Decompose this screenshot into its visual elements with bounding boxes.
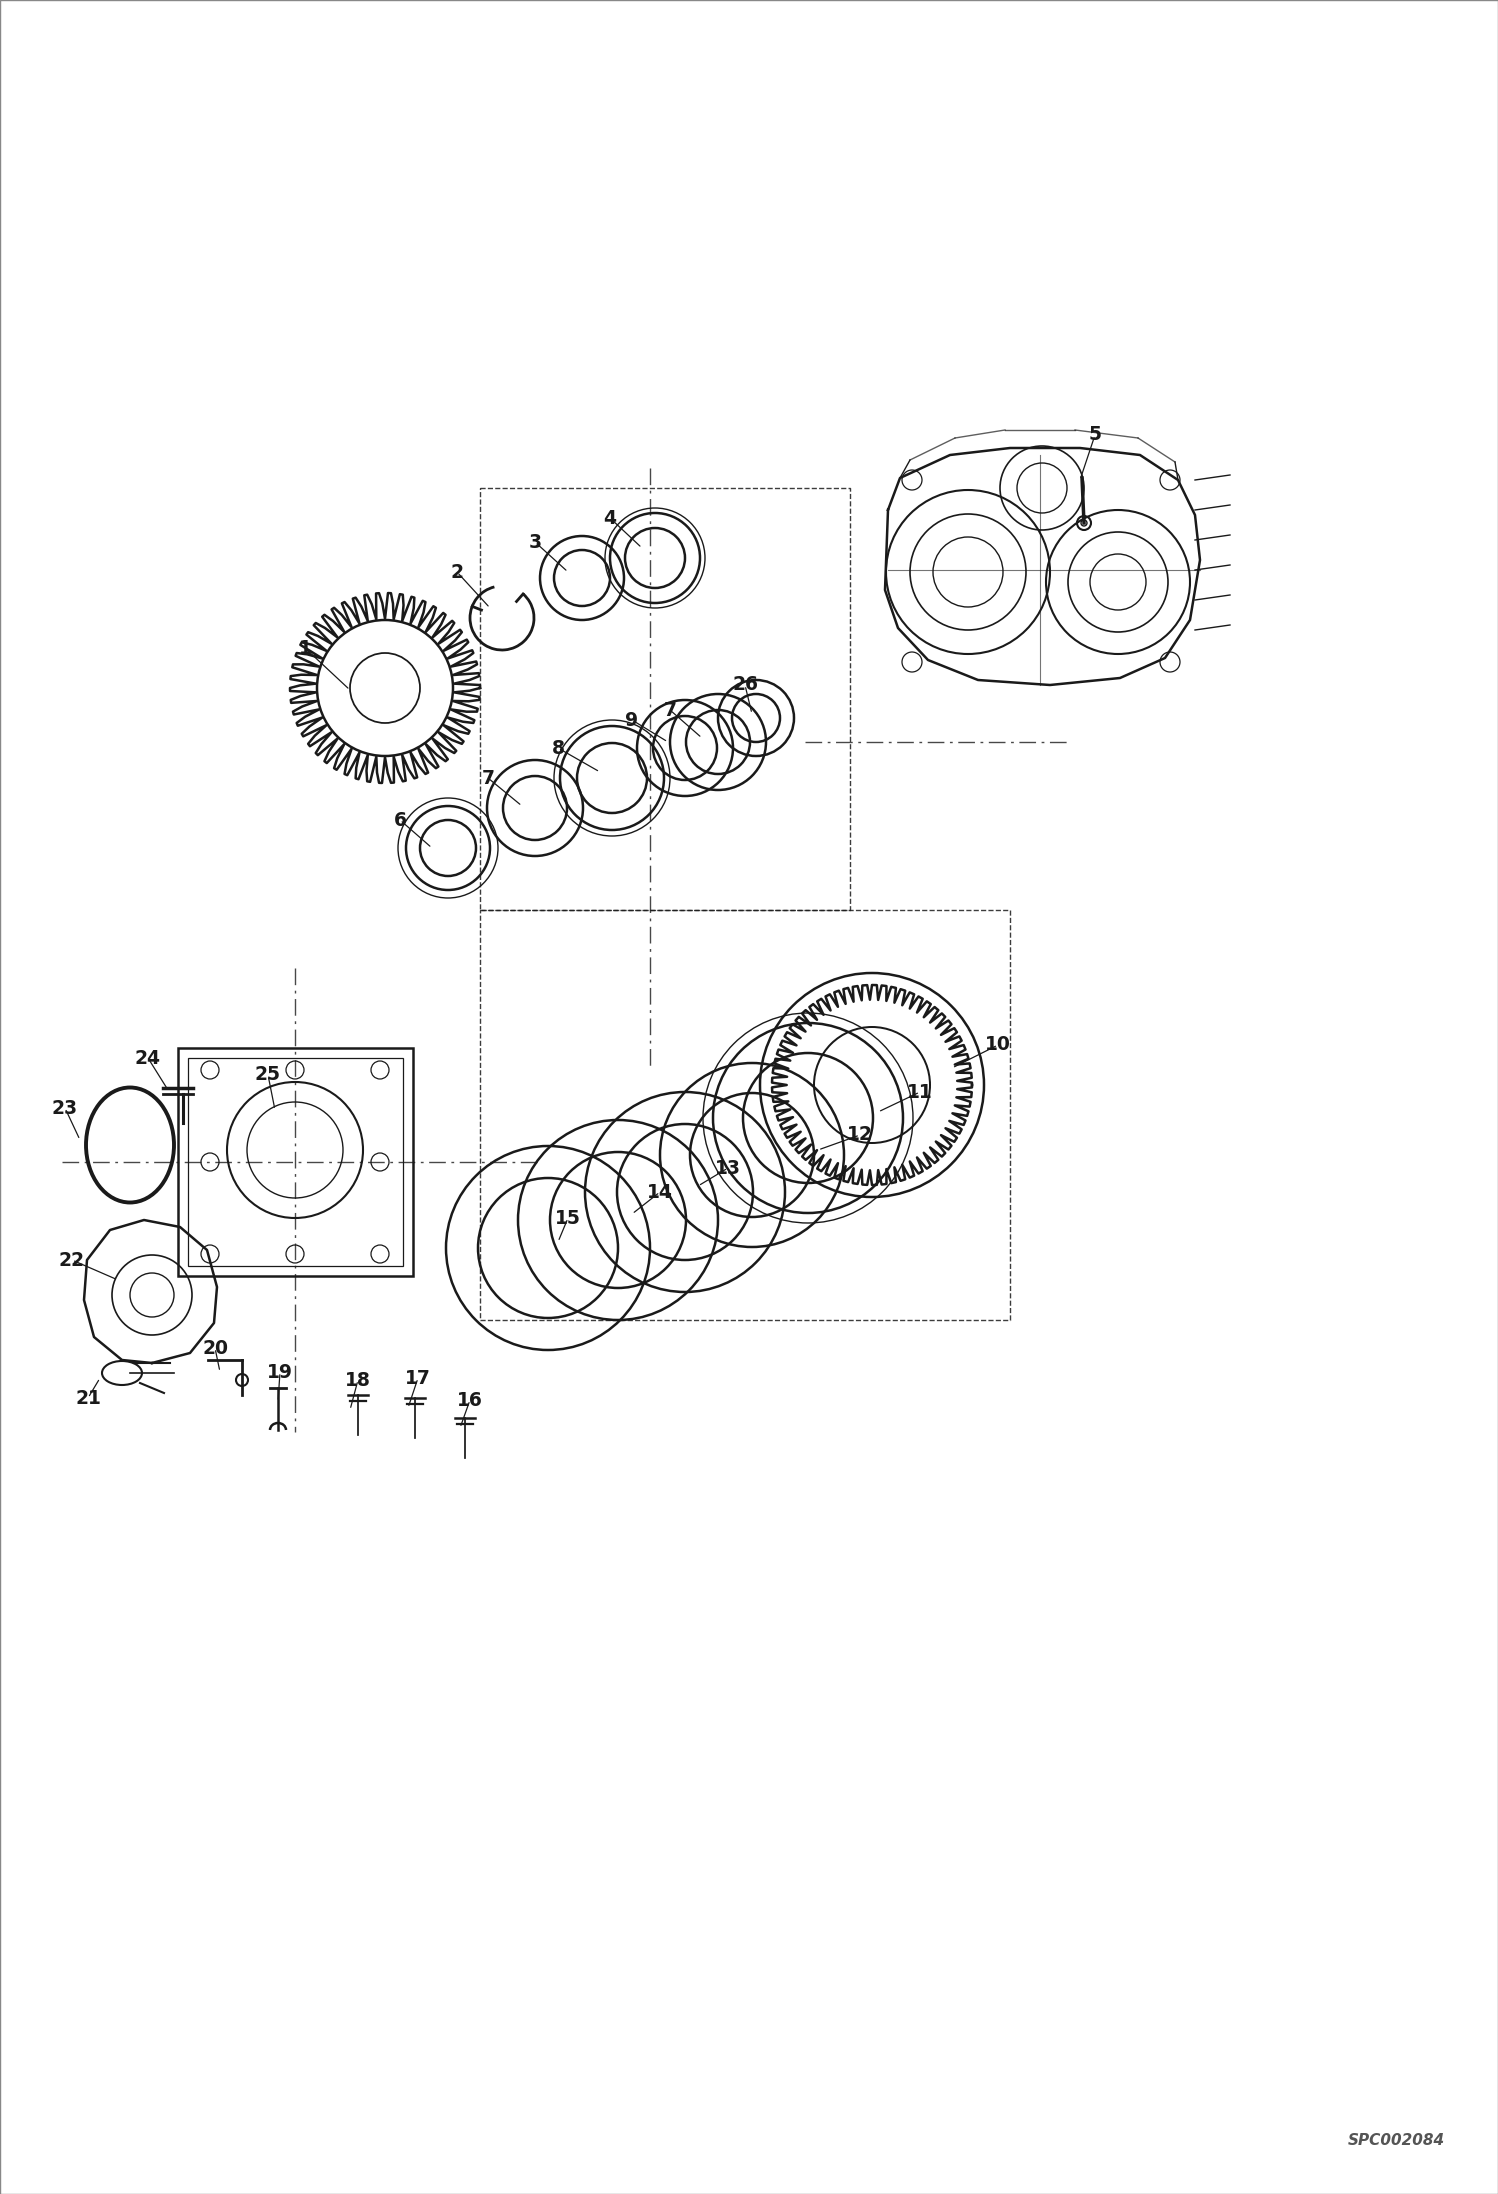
Text: 23: 23 xyxy=(52,1099,78,1117)
Text: 10: 10 xyxy=(986,1036,1011,1055)
Text: 12: 12 xyxy=(846,1126,873,1145)
Text: 7: 7 xyxy=(664,700,677,720)
Text: 8: 8 xyxy=(551,739,565,757)
Text: 19: 19 xyxy=(267,1362,294,1382)
Text: 26: 26 xyxy=(733,676,758,695)
Text: 16: 16 xyxy=(457,1391,482,1409)
Bar xyxy=(187,1058,403,1266)
Text: 7: 7 xyxy=(481,768,494,788)
Bar xyxy=(177,1049,412,1277)
Text: 3: 3 xyxy=(529,533,542,551)
Text: 18: 18 xyxy=(345,1371,372,1389)
Text: 1: 1 xyxy=(298,638,312,658)
Text: 17: 17 xyxy=(404,1369,431,1387)
Text: 13: 13 xyxy=(715,1158,742,1178)
Text: 11: 11 xyxy=(908,1082,933,1101)
Text: 2: 2 xyxy=(451,562,463,581)
Text: 5: 5 xyxy=(1089,426,1101,445)
Text: SPC002084: SPC002084 xyxy=(1348,2133,1446,2148)
Text: 15: 15 xyxy=(556,1209,581,1226)
Text: 21: 21 xyxy=(75,1389,100,1409)
Text: 20: 20 xyxy=(202,1338,228,1358)
Text: 9: 9 xyxy=(626,711,638,728)
Text: 14: 14 xyxy=(647,1183,673,1202)
Text: 4: 4 xyxy=(604,509,617,527)
Text: 6: 6 xyxy=(394,810,406,829)
Text: 25: 25 xyxy=(255,1066,282,1084)
Text: 22: 22 xyxy=(58,1251,85,1270)
Text: 24: 24 xyxy=(135,1049,160,1068)
